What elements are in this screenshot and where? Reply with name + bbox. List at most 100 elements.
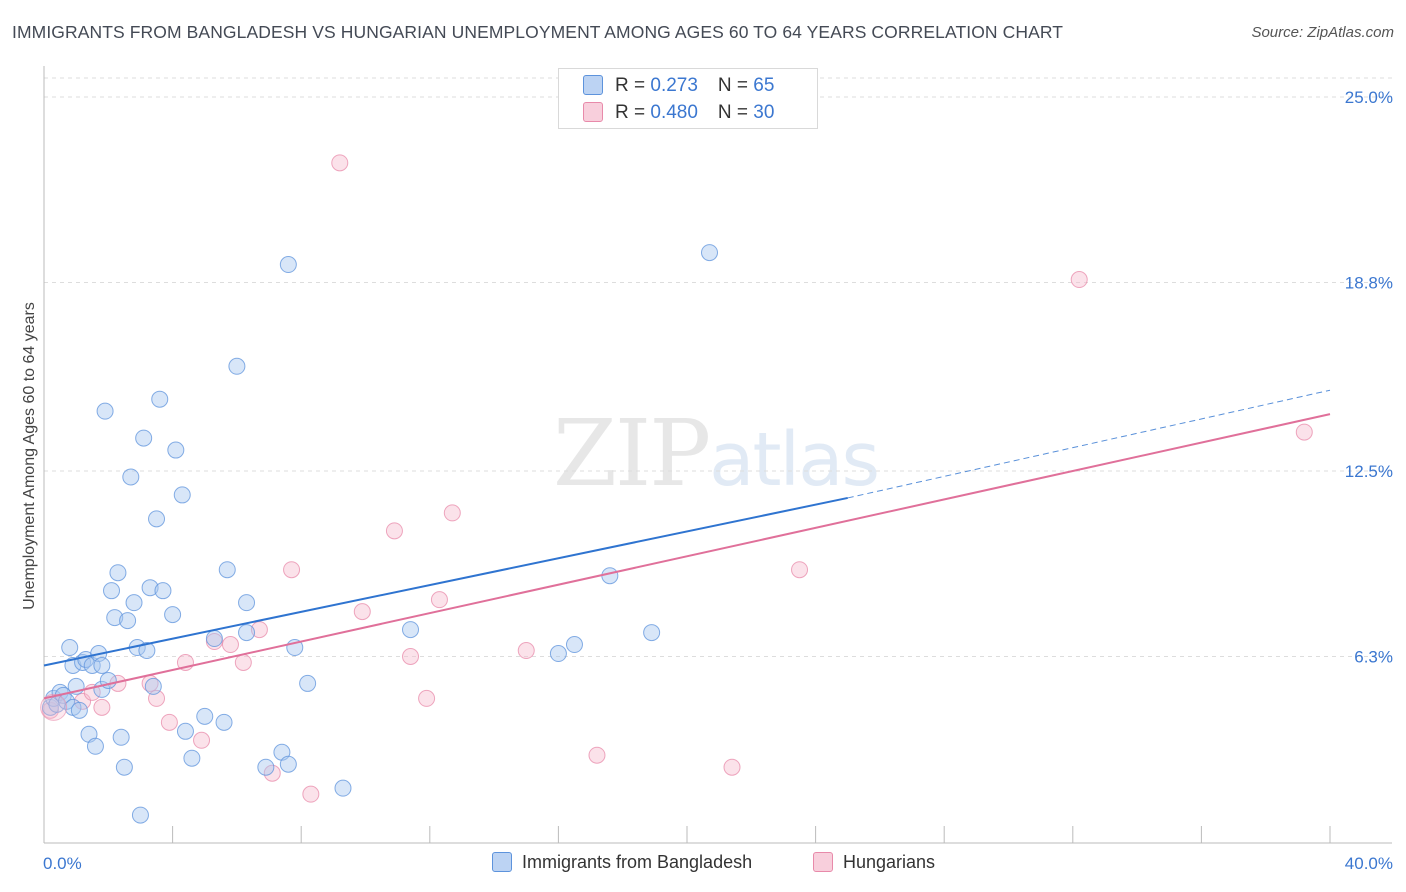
data-point-hungarians (791, 561, 809, 579)
bottom-legend-label: Hungarians (843, 852, 936, 872)
source-label: Source: ZipAtlas.com (1251, 24, 1394, 41)
data-point-bangladesh (93, 656, 111, 674)
data-point-bangladesh (601, 567, 619, 585)
data-point-hungarians (93, 698, 111, 716)
correlation-legend: R = 0.273 N = 65 R = 0.480 N = 30 (558, 68, 818, 129)
bottom-legend-swatch-pink (813, 852, 833, 872)
y-tick-label: 12.5% (1345, 462, 1393, 481)
data-point-cluster (40, 693, 68, 721)
data-point-bangladesh (70, 701, 88, 719)
bottom-legend-label: Immigrants from Bangladesh (522, 852, 753, 872)
data-point-bangladesh (205, 630, 223, 648)
trendline-bangladesh-extension (847, 389, 1331, 499)
data-point-hungarians (418, 689, 436, 707)
data-point-bangladesh (151, 390, 169, 408)
legend-r-value: 0.480 (650, 102, 698, 123)
data-point-bangladesh (183, 749, 201, 767)
x-tick-label: 40.0% (1345, 854, 1393, 873)
y-tick-label: 18.8% (1345, 274, 1393, 293)
data-point-bangladesh (167, 441, 185, 459)
data-point-bangladesh (643, 624, 661, 642)
data-point-hungarians (160, 713, 178, 731)
data-point-bangladesh (141, 579, 159, 597)
data-point-bangladesh (176, 722, 194, 740)
data-point-bangladesh (196, 707, 214, 725)
data-point-bangladesh (86, 737, 104, 755)
data-point-hungarians (283, 561, 301, 579)
data-point-bangladesh (164, 606, 182, 624)
data-point-bangladesh (257, 758, 275, 776)
legend-r-label: R = (615, 75, 651, 96)
data-point-hungarians (193, 731, 211, 749)
bottom-legend-swatch-blue (492, 852, 512, 872)
legend-n-label: N = (717, 75, 754, 96)
data-point-bangladesh (549, 645, 567, 663)
data-point-bangladesh (125, 594, 143, 612)
data-point-hungarians (588, 746, 606, 764)
trendline-bangladesh (43, 496, 848, 667)
data-point-bangladesh (565, 636, 583, 654)
data-point-hungarians (1295, 423, 1313, 441)
data-point-bangladesh (106, 609, 124, 627)
data-point-bangladesh (238, 624, 256, 642)
data-point-bangladesh (122, 468, 140, 486)
data-point-bangladesh (144, 677, 162, 695)
legend-row-hungarians: R = 0.480 N = 30 (583, 102, 774, 128)
data-point-bangladesh (299, 674, 317, 692)
data-point-bangladesh (215, 713, 233, 731)
data-point-bangladesh (334, 779, 352, 797)
chart-title: IMMIGRANTS FROM BANGLADESH VS HUNGARIAN … (12, 22, 1064, 42)
bottom-legend-hungarians: Hungarians (813, 852, 935, 873)
legend-n-value: 65 (753, 75, 775, 96)
data-point-bangladesh (701, 244, 719, 262)
data-point-bangladesh (402, 621, 420, 639)
data-point-bangladesh (109, 564, 127, 582)
data-point-hungarians (234, 653, 252, 671)
legend-n-label: N = (717, 102, 754, 123)
data-point-bangladesh (279, 755, 297, 773)
data-point-bangladesh (115, 758, 133, 776)
watermark: ZIPatlas (553, 400, 880, 507)
data-point-bangladesh (135, 429, 153, 447)
data-point-hungarians (402, 648, 420, 666)
y-tick-label: 25.0% (1345, 88, 1393, 107)
watermark-zip: ZIP (553, 400, 711, 507)
bottom-legend-bangladesh: Immigrants from Bangladesh (492, 852, 752, 873)
data-point-hungarians (331, 154, 349, 172)
data-point-hungarians (443, 504, 461, 522)
data-point-hungarians (302, 785, 320, 803)
data-point-hungarians (353, 603, 371, 621)
data-point-hungarians (263, 764, 281, 782)
data-point-bangladesh (131, 806, 149, 824)
data-point-bangladesh (173, 486, 191, 504)
data-point-hungarians (430, 591, 448, 609)
data-point-bangladesh (103, 582, 121, 600)
y-axis-title: Unemployment Among Ages 60 to 64 years (21, 302, 38, 610)
data-point-hungarians (221, 636, 239, 654)
trendline-hungarians (43, 413, 1331, 700)
data-point-bangladesh (61, 639, 79, 657)
data-point-bangladesh (218, 561, 236, 579)
y-tick-label: 6.3% (1354, 648, 1393, 667)
legend-row-bangladesh: R = 0.273 N = 65 (583, 75, 774, 101)
data-point-hungarians (723, 758, 741, 776)
data-point-bangladesh (119, 612, 137, 630)
legend-swatch-pink (583, 102, 603, 122)
data-point-bangladesh (228, 357, 246, 375)
data-point-bangladesh (112, 728, 130, 746)
watermark-atlas: atlas (709, 417, 880, 503)
x-tick-label: 0.0% (43, 854, 82, 873)
legend-n-value: 30 (753, 102, 775, 123)
data-point-hungarians (517, 642, 535, 660)
data-point-bangladesh (238, 594, 256, 612)
data-point-hungarians (385, 522, 403, 540)
legend-swatch-blue (583, 75, 603, 95)
data-point-bangladesh (138, 642, 156, 660)
data-point-bangladesh (148, 510, 166, 528)
data-point-bangladesh (96, 402, 114, 420)
legend-r-value: 0.273 (650, 75, 698, 96)
legend-r-label: R = (615, 102, 651, 123)
data-point-bangladesh (154, 582, 172, 600)
data-point-bangladesh (279, 256, 297, 274)
